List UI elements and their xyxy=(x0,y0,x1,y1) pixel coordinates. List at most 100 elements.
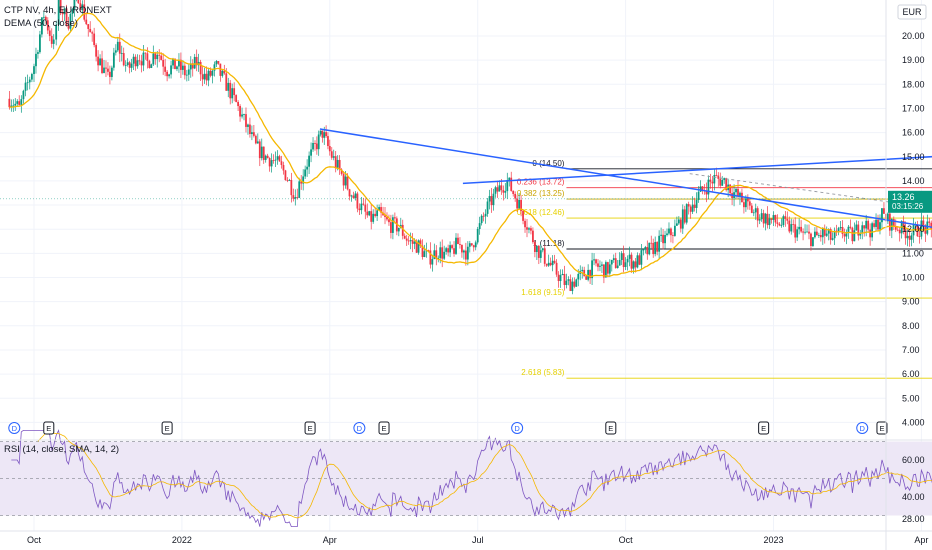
candle-body xyxy=(859,233,862,236)
candle-body xyxy=(374,213,377,217)
event-badge-dividend[interactable]: D xyxy=(8,422,21,434)
candle-body xyxy=(193,56,196,69)
dema-line xyxy=(9,12,932,278)
candle-body xyxy=(33,66,35,75)
main-pane[interactable] xyxy=(0,0,886,440)
currency-button[interactable] xyxy=(897,4,927,20)
badge-shape xyxy=(353,422,366,434)
candle-body xyxy=(535,245,538,253)
candle-body xyxy=(87,24,90,29)
candle-body xyxy=(715,174,718,176)
event-badge-earnings[interactable]: E xyxy=(161,421,173,435)
candle-body xyxy=(603,264,605,278)
candle-body xyxy=(97,56,99,66)
candle-body xyxy=(857,224,860,236)
candle-body xyxy=(618,259,621,266)
candle-body xyxy=(843,234,846,237)
price-tick-label: 16.00 xyxy=(902,128,925,138)
candle-body xyxy=(284,170,287,181)
symbol-legend[interactable]: CTP NV, 4h, EURONEXT xyxy=(4,5,112,16)
candle-body xyxy=(330,151,333,158)
candle-body xyxy=(656,241,659,252)
candle-body xyxy=(358,208,361,211)
candle-body xyxy=(209,70,212,76)
candle-body xyxy=(748,201,751,206)
candle-body xyxy=(571,281,574,292)
candle-body xyxy=(926,221,929,234)
candle-body xyxy=(699,186,702,192)
candle-body xyxy=(786,218,789,221)
candle-body xyxy=(419,240,422,246)
candle-body xyxy=(837,228,840,232)
candle-body xyxy=(401,224,404,236)
candle-body xyxy=(792,224,795,225)
candle-body xyxy=(612,258,615,261)
candle-body xyxy=(634,261,637,268)
candle-body xyxy=(235,95,238,102)
candle-body xyxy=(825,233,828,236)
dema-legend[interactable]: DEMA (50, close) xyxy=(4,18,78,29)
candle-body xyxy=(675,223,678,226)
event-badges[interactable]: DEEEDEDEEDEE⚡E xyxy=(8,421,932,435)
candle-body xyxy=(810,233,812,247)
candle-body xyxy=(754,208,757,213)
candle-body xyxy=(252,132,255,136)
candle-body xyxy=(378,207,380,211)
candle-body xyxy=(681,209,684,229)
candle-body xyxy=(908,235,911,240)
event-badge-dividend[interactable]: D xyxy=(511,422,524,434)
fib-level-label: 0.236 (13.72) xyxy=(517,178,565,187)
event-badge-earnings[interactable]: E xyxy=(605,421,617,435)
rsi-legend[interactable]: RSI (14, close, SMA, 14, 2) xyxy=(4,444,119,455)
candle-body xyxy=(478,223,481,230)
candle-body xyxy=(223,70,226,74)
candle-body xyxy=(524,220,526,228)
candle-body xyxy=(312,143,314,150)
candle-body xyxy=(356,193,359,209)
candle-body xyxy=(332,156,335,158)
candle-body xyxy=(380,207,382,213)
candle-body xyxy=(829,229,832,240)
candle-body xyxy=(766,213,769,226)
candle-body xyxy=(642,249,645,251)
candle-body xyxy=(457,237,459,245)
candle-body xyxy=(624,262,627,268)
candle-body xyxy=(16,101,19,104)
candle-body xyxy=(22,90,25,100)
candle-body xyxy=(604,262,607,278)
candle-body xyxy=(646,247,649,255)
rsi-pane[interactable] xyxy=(0,429,932,527)
badge-letter: E xyxy=(46,424,51,433)
candle-body xyxy=(233,88,236,96)
badge-letter: D xyxy=(357,424,363,433)
event-badge-earnings[interactable]: E xyxy=(758,421,770,435)
candle-body xyxy=(170,65,172,75)
candle-body xyxy=(118,41,121,54)
event-badge-dividend[interactable]: D xyxy=(856,422,869,434)
time-axis[interactable]: Oct2022AprJulOct2023AprJulOct2024Apr xyxy=(27,535,932,545)
candle-body xyxy=(140,61,143,66)
candle-body xyxy=(504,191,507,193)
candle-body xyxy=(55,24,58,40)
event-badge-dividend[interactable]: D xyxy=(353,422,366,434)
candle-body xyxy=(553,260,556,263)
candle-body xyxy=(114,50,117,53)
candle-body xyxy=(472,245,475,248)
candle-body xyxy=(721,179,724,186)
candle-body xyxy=(833,230,836,239)
candle-body xyxy=(352,195,355,198)
currency-label: EUR xyxy=(902,7,922,17)
candle-body xyxy=(237,101,240,107)
candle-body xyxy=(415,241,418,253)
candle-body xyxy=(73,0,76,10)
event-badge-earnings[interactable]: E xyxy=(304,421,316,435)
event-badge-earnings[interactable]: E xyxy=(876,421,888,435)
drawings-layer[interactable] xyxy=(0,118,932,425)
event-badge-earnings[interactable]: E xyxy=(378,421,390,435)
candle-body xyxy=(746,198,749,202)
trend-line[interactable] xyxy=(462,118,932,185)
event-badge-earnings[interactable]: E xyxy=(43,421,55,435)
candle-body xyxy=(99,58,101,66)
rsi-axis[interactable]: 60.00 40.00 28.00 xyxy=(902,455,925,524)
